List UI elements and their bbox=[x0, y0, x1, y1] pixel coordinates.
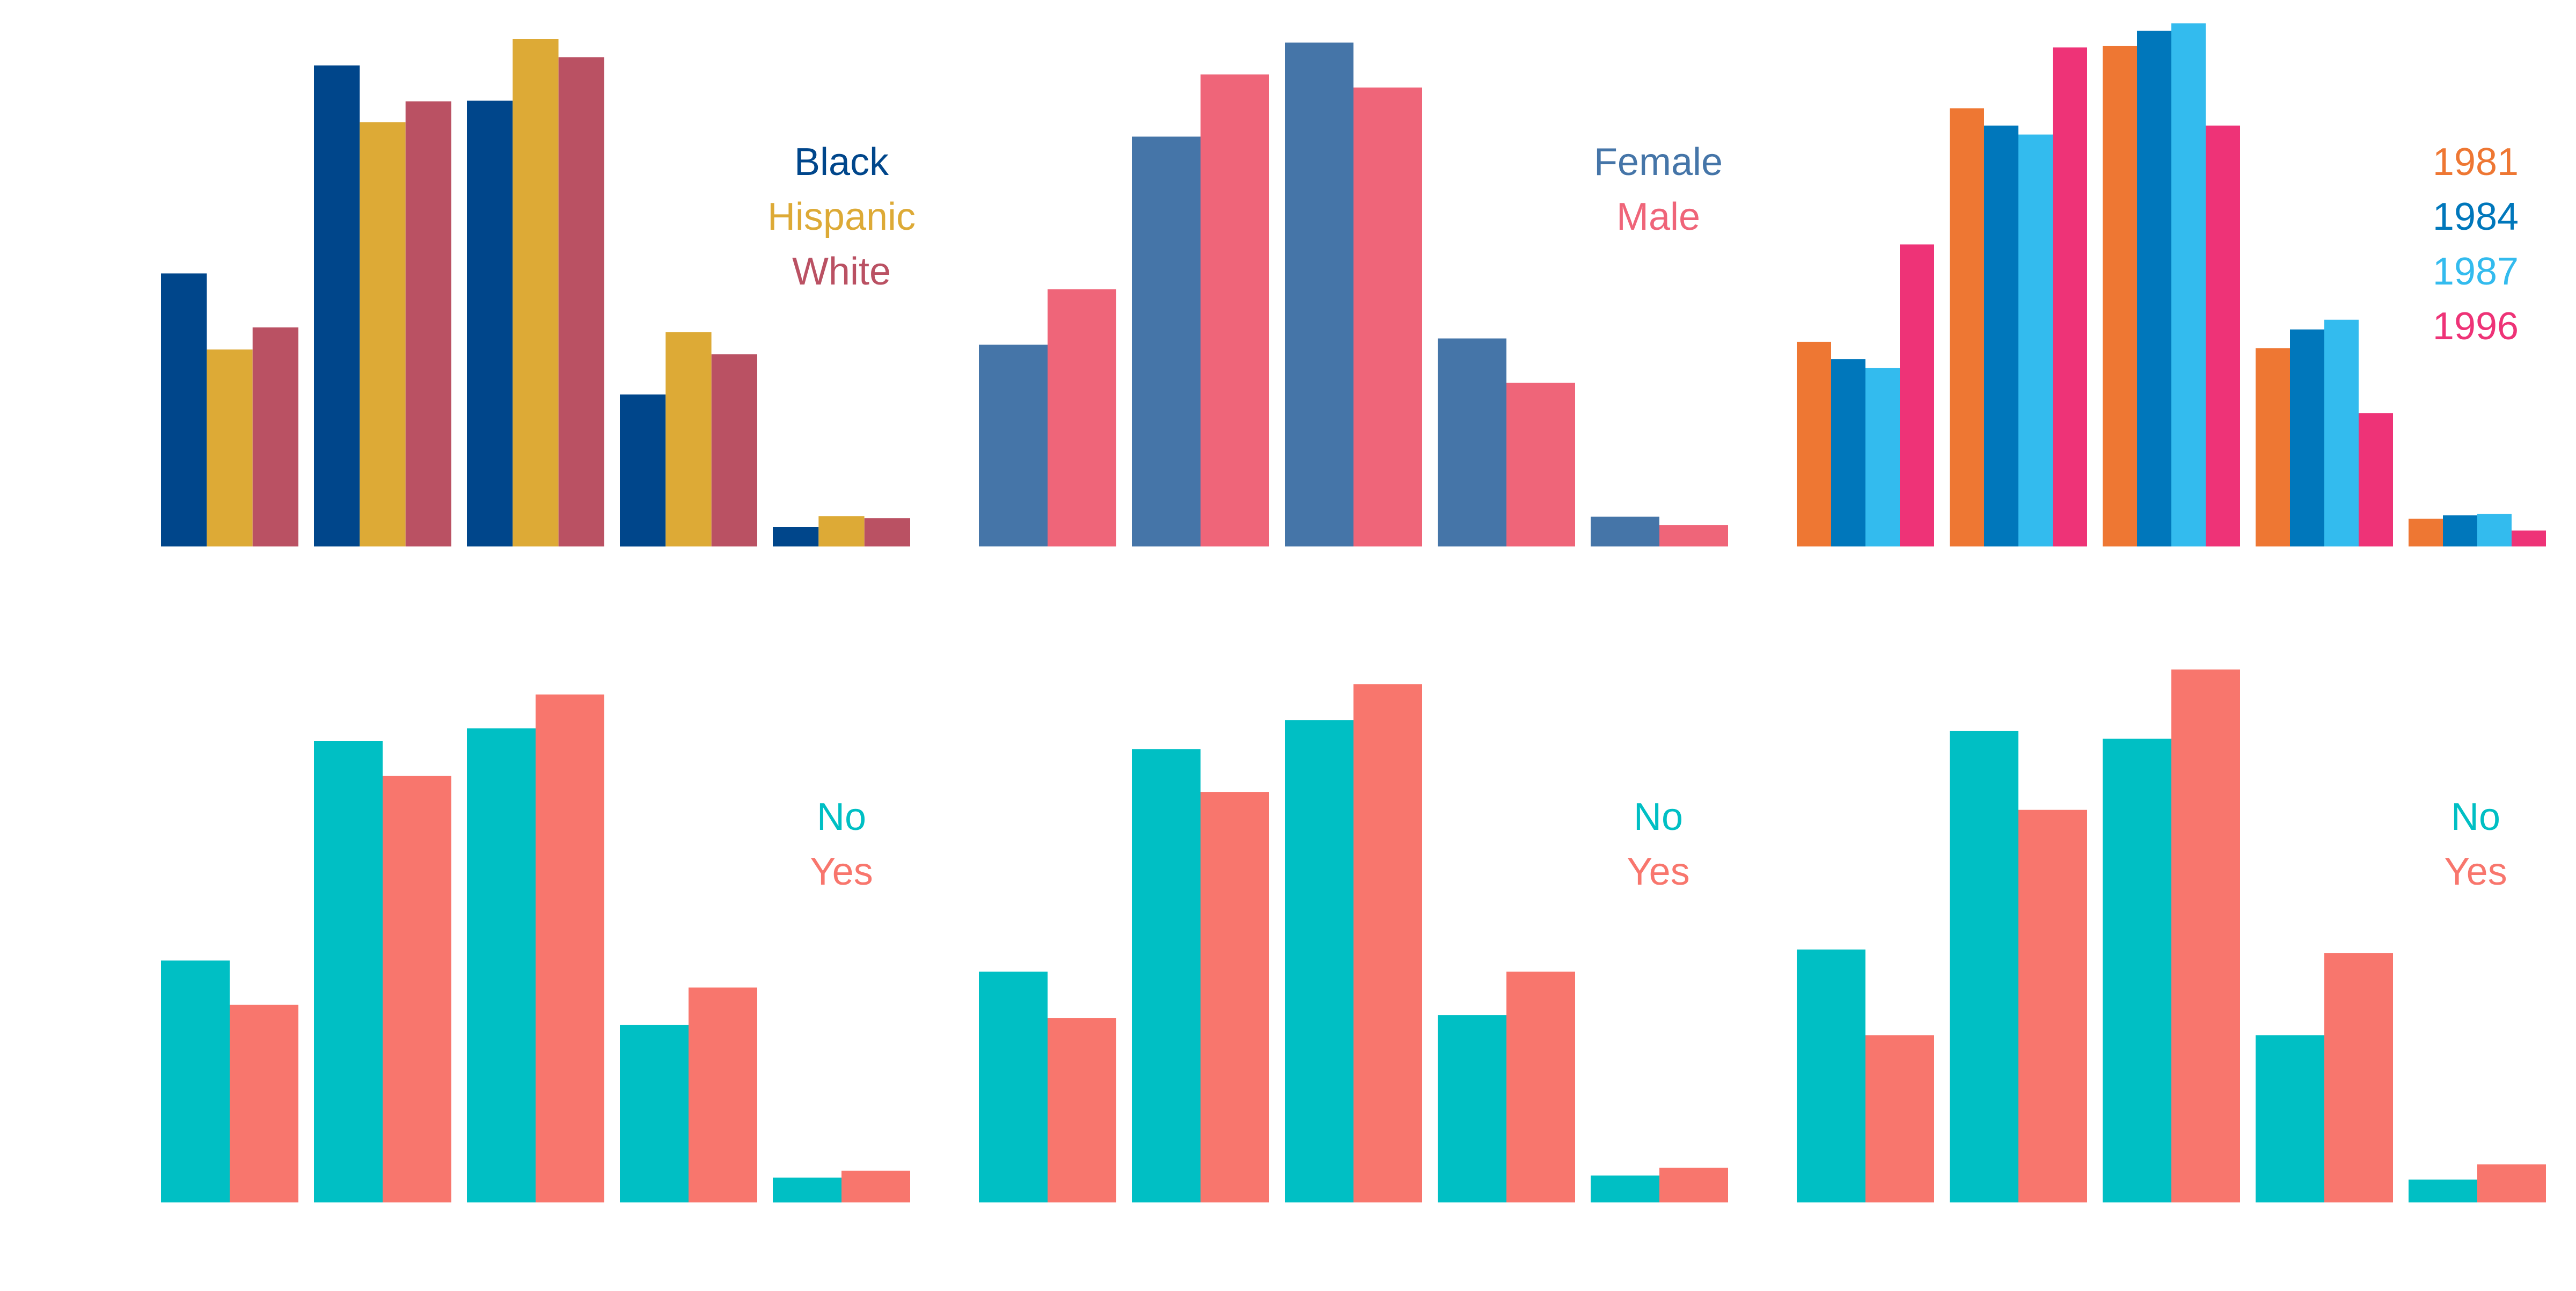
bar-panel3-cat2-1987 bbox=[2018, 134, 2053, 547]
legend-label-panel4-yes: Yes bbox=[810, 850, 873, 893]
bar-panel4-cat4-yes bbox=[689, 987, 757, 1202]
legend-label-panel1-white: White bbox=[792, 250, 891, 293]
bar-panel1-cat2-black bbox=[314, 65, 360, 546]
bar-panel3-cat5-1981 bbox=[2409, 519, 2443, 546]
bar-panel1-cat3-hispanic bbox=[513, 39, 559, 546]
legend-label-panel4-no: No bbox=[817, 796, 866, 838]
bar-panel4-cat5-yes bbox=[841, 1170, 910, 1202]
bar-panel6-cat4-yes bbox=[2324, 953, 2393, 1202]
bar-panel4-cat4-no bbox=[620, 1025, 689, 1202]
bar-panel3-cat3-1981 bbox=[2103, 46, 2137, 546]
bar-panel3-cat2-1981 bbox=[1950, 108, 1984, 546]
bar-panel1-cat1-hispanic bbox=[207, 349, 253, 546]
legend-label-panel1-hispanic: Hispanic bbox=[767, 195, 916, 238]
bar-panel1-cat5-white bbox=[864, 518, 910, 546]
bar-panel3-cat2-1996 bbox=[2053, 47, 2087, 546]
bar-panel6-cat3-no bbox=[2103, 739, 2171, 1202]
bar-panel1-cat2-hispanic bbox=[360, 122, 406, 546]
chart-panel-4: No Yes bbox=[161, 694, 910, 1203]
bar-panel3-cat1-1981 bbox=[1797, 341, 1831, 546]
bar-panel3-cat2-1984 bbox=[1984, 125, 2018, 546]
bar-panel1-cat1-white bbox=[252, 327, 298, 546]
bar-panel5-cat2-yes bbox=[1201, 792, 1269, 1202]
bar-panel1-cat1-black bbox=[161, 273, 207, 546]
bar-panel1-cat4-hispanic bbox=[665, 332, 712, 546]
bar-panel5-cat5-no bbox=[1591, 1175, 1659, 1202]
legend-label-panel6-no: No bbox=[2451, 796, 2500, 838]
bar-panel6-cat5-yes bbox=[2477, 1164, 2546, 1202]
chart-panel-1: Black Hispanic White bbox=[161, 39, 916, 547]
legend-label-panel2-male: Male bbox=[1616, 195, 1700, 238]
bar-panel5-cat2-no bbox=[1132, 749, 1201, 1202]
bar-panel2-cat3-male bbox=[1353, 87, 1422, 547]
bar-panel5-cat5-yes bbox=[1659, 1168, 1728, 1202]
chart-panel-3: 1981 1984 1987 1996 bbox=[1797, 23, 2546, 547]
bar-panel2-cat2-male bbox=[1201, 74, 1269, 547]
bar-panel3-cat4-1987 bbox=[2324, 319, 2359, 546]
legend-label-panel6-yes: Yes bbox=[2444, 850, 2507, 893]
bar-panel3-cat4-1981 bbox=[2256, 348, 2290, 546]
bar-panel1-cat4-white bbox=[711, 354, 757, 546]
bar-panel2-cat5-female bbox=[1591, 516, 1659, 546]
legend-label-panel1-black: Black bbox=[794, 141, 889, 184]
bar-panel4-cat3-yes bbox=[536, 694, 604, 1202]
chart-panel-2: Female Male bbox=[979, 42, 1728, 547]
bar-panel1-cat3-white bbox=[558, 57, 604, 546]
bar-panel6-cat4-no bbox=[2256, 1035, 2324, 1202]
bar-panel3-cat4-1996 bbox=[2359, 413, 2393, 546]
legend-label-panel2-female: Female bbox=[1594, 141, 1723, 184]
legend-label-panel3-1987: 1987 bbox=[2433, 250, 2519, 293]
bar-panel2-cat2-female bbox=[1132, 136, 1201, 546]
bar-panel3-cat5-1996 bbox=[2512, 530, 2546, 546]
bar-panel4-cat2-no bbox=[314, 741, 383, 1202]
bar-panel6-cat2-no bbox=[1950, 731, 2018, 1202]
legend-label-panel3-1984: 1984 bbox=[2433, 195, 2519, 238]
legend-label-panel5-yes: Yes bbox=[1627, 850, 1689, 893]
bar-panel2-cat1-female bbox=[979, 345, 1048, 546]
bar-panel3-cat4-1984 bbox=[2290, 329, 2324, 546]
bar-panel2-cat5-male bbox=[1659, 525, 1728, 546]
bar-panel2-cat4-male bbox=[1506, 382, 1575, 546]
bar-panel4-cat1-yes bbox=[230, 1004, 298, 1202]
bar-panel4-cat2-yes bbox=[383, 776, 451, 1202]
bar-panel6-cat2-yes bbox=[2018, 809, 2087, 1202]
bar-panel5-cat4-no bbox=[1438, 1015, 1506, 1202]
bar-panel1-cat4-black bbox=[620, 394, 666, 547]
bar-panel1-cat5-black bbox=[773, 527, 819, 546]
bar-panel3-cat3-1996 bbox=[2206, 125, 2240, 546]
bar-panel3-cat5-1984 bbox=[2443, 515, 2477, 546]
bar-panel3-cat5-1987 bbox=[2477, 514, 2512, 546]
bar-panel2-cat1-male bbox=[1048, 289, 1116, 546]
bar-panel3-cat3-1987 bbox=[2171, 23, 2206, 546]
bar-panel4-cat1-no bbox=[161, 960, 230, 1202]
bar-panel5-cat4-yes bbox=[1506, 972, 1575, 1202]
chart-panel-6: No Yes bbox=[1797, 669, 2546, 1202]
bar-panel5-cat3-no bbox=[1285, 720, 1353, 1202]
legend-label-panel3-1996: 1996 bbox=[2433, 305, 2519, 348]
bar-panel6-cat3-yes bbox=[2171, 669, 2240, 1202]
bar-panel6-cat1-no bbox=[1797, 949, 1865, 1202]
bar-panel6-cat1-yes bbox=[1865, 1035, 1934, 1202]
bar-panel1-cat5-hispanic bbox=[818, 516, 865, 547]
bar-panel2-cat4-female bbox=[1438, 338, 1506, 546]
bar-panel3-cat1-1984 bbox=[1831, 359, 1865, 546]
bar-panel2-cat3-female bbox=[1285, 42, 1353, 546]
bar-panel4-cat5-no bbox=[773, 1177, 841, 1203]
bar-panel3-cat1-1987 bbox=[1865, 368, 1900, 546]
bar-panel6-cat5-no bbox=[2409, 1179, 2477, 1202]
bar-panel5-cat3-yes bbox=[1353, 684, 1422, 1202]
chart-panel-5: No Yes bbox=[979, 684, 1728, 1202]
bar-panel1-cat2-white bbox=[405, 101, 451, 547]
bar-panel5-cat1-yes bbox=[1048, 1018, 1116, 1202]
bar-panel5-cat1-no bbox=[979, 972, 1048, 1202]
bar-panel4-cat3-no bbox=[467, 728, 536, 1202]
legend-label-panel3-1981: 1981 bbox=[2433, 141, 2519, 184]
legend-label-panel5-no: No bbox=[1634, 796, 1683, 838]
bar-panel3-cat1-1996 bbox=[1900, 244, 1934, 546]
bar-panel3-cat3-1984 bbox=[2137, 31, 2171, 546]
bar-panel1-cat3-black bbox=[467, 100, 513, 547]
